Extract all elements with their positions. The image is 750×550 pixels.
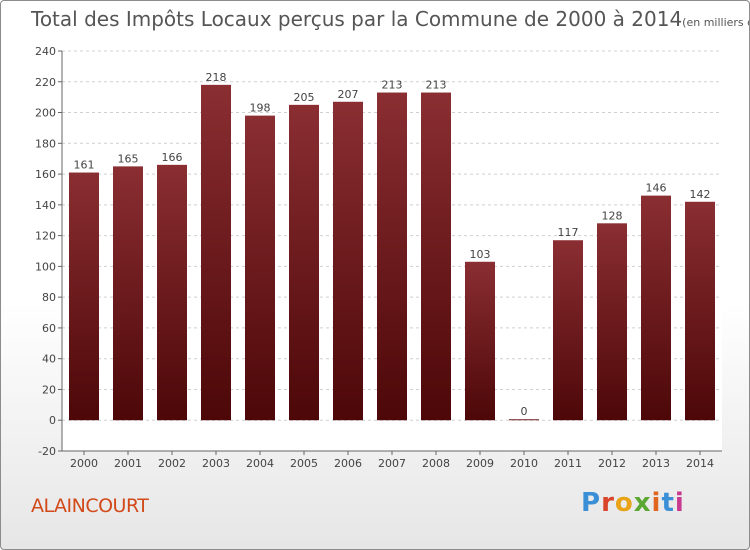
y-tick-label: 220 <box>35 76 56 89</box>
bar <box>157 164 187 421</box>
y-tick-label: 140 <box>35 199 56 212</box>
y-tick-label: 80 <box>42 291 56 304</box>
brand-letter: o <box>614 488 634 518</box>
bar <box>509 419 539 421</box>
y-tick-label: 40 <box>42 353 56 366</box>
bar <box>597 223 627 421</box>
data-label: 128 <box>602 209 623 222</box>
x-tick-label: 2008 <box>422 457 450 470</box>
data-label: 103 <box>470 248 491 261</box>
brand-letter: P <box>581 488 602 518</box>
bar <box>641 195 671 421</box>
x-tick-label: 2006 <box>334 457 362 470</box>
chart-title: Total des Impôts Locaux perçus par la Co… <box>31 7 683 31</box>
data-label: 117 <box>558 226 579 239</box>
data-label: 0 <box>521 405 528 418</box>
bar <box>201 84 231 421</box>
x-tick-label: 2001 <box>114 457 142 470</box>
data-label: 161 <box>74 159 95 172</box>
brand-letter: i <box>674 488 685 518</box>
brand-letter: i <box>651 488 662 518</box>
bar <box>377 92 407 421</box>
x-tick-label: 2011 <box>554 457 582 470</box>
bar <box>685 201 715 421</box>
chart-unit-label: (en milliers d'€) <box>682 16 749 29</box>
y-tick-label: 100 <box>35 260 56 273</box>
bar <box>465 261 495 421</box>
x-tick-label: 2005 <box>290 457 318 470</box>
y-tick-label: 20 <box>42 383 56 396</box>
data-label: 166 <box>162 151 183 164</box>
bar <box>113 166 143 421</box>
x-tick-label: 2002 <box>158 457 186 470</box>
data-label: 205 <box>294 91 315 104</box>
data-label: 198 <box>250 102 271 115</box>
data-label: 213 <box>382 79 403 92</box>
brand-letter: r <box>601 488 615 518</box>
y-tick-label: 0 <box>49 414 56 427</box>
x-tick-label: 2004 <box>246 457 274 470</box>
bar <box>69 172 99 421</box>
x-tick-label: 2014 <box>686 457 714 470</box>
data-label: 213 <box>426 79 447 92</box>
y-tick-label: 240 <box>35 45 56 58</box>
x-tick-label: 2003 <box>202 457 230 470</box>
bar <box>421 92 451 421</box>
y-tick-label: 180 <box>35 137 56 150</box>
commune-name: ALAINCOURT <box>31 495 149 517</box>
chart-title-block: Total des Impôts Locaux perçus par la Co… <box>31 7 749 31</box>
x-tick-label: 2010 <box>510 457 538 470</box>
bar <box>553 240 583 421</box>
x-tick-label: 2000 <box>70 457 98 470</box>
y-tick-label: 200 <box>35 107 56 120</box>
x-tick-label: 2009 <box>466 457 494 470</box>
bar <box>245 115 275 421</box>
data-label: 165 <box>118 152 139 165</box>
y-tick-label: 120 <box>35 230 56 243</box>
data-label: 218 <box>206 71 227 84</box>
data-label: 146 <box>646 182 667 195</box>
data-label: 207 <box>338 88 359 101</box>
data-label: 142 <box>690 188 711 201</box>
proxiti-logo[interactable]: Proxiti <box>581 488 685 518</box>
brand-letter: x <box>633 488 652 518</box>
bar <box>289 104 319 421</box>
y-tick-label: 60 <box>42 322 56 335</box>
bar <box>333 101 363 421</box>
y-tick-label: -20 <box>38 445 56 458</box>
brand-letter: t <box>661 488 675 518</box>
x-tick-label: 2007 <box>378 457 406 470</box>
x-tick-label: 2012 <box>598 457 626 470</box>
x-tick-label: 2013 <box>642 457 670 470</box>
y-tick-label: 160 <box>35 168 56 181</box>
